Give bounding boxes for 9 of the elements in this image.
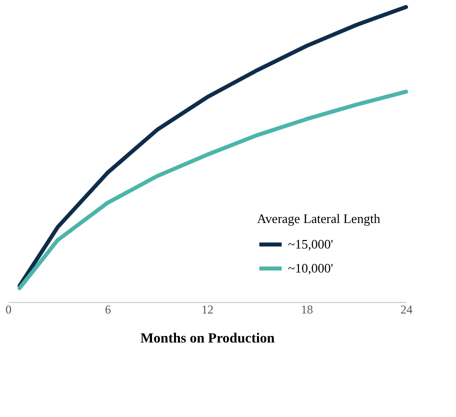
x-axis-title: Months on Production xyxy=(140,332,275,346)
legend-label: ~15,000' xyxy=(288,236,334,252)
x-tick-label: 24 xyxy=(400,302,412,316)
x-tick-label: 0 xyxy=(6,302,12,316)
x-tick-label: 12 xyxy=(202,302,214,316)
x-tick-label: 6 xyxy=(105,302,111,316)
legend-title: Average Lateral Length xyxy=(257,211,381,226)
legend-label: ~10,000' xyxy=(288,260,334,276)
x-tick-label: 18 xyxy=(301,302,313,316)
